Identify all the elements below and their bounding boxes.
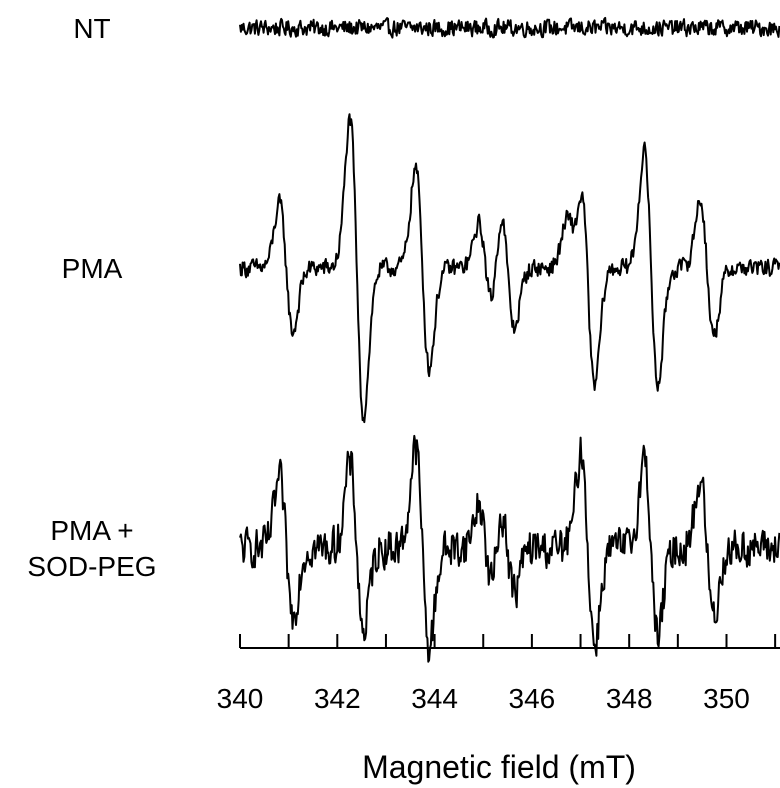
x-tick-label-340: 340 <box>217 683 264 714</box>
x-tick-label-348: 348 <box>606 683 653 714</box>
row-labels: NT PMA PMA + SOD-PEG <box>27 13 156 582</box>
x-tick-label-350: 350 <box>703 683 750 714</box>
row-label-3-line-1: PMA + <box>50 515 133 546</box>
row-label-3-line-2: SOD-PEG <box>27 551 156 582</box>
x-axis-title: Magnetic field (mT) <box>362 749 636 785</box>
x-axis: 340 342 344 346 348 350 <box>217 634 780 714</box>
row-label-1-line-1: NT <box>73 13 110 44</box>
row-label-2-line-1: PMA <box>62 253 123 284</box>
spectrum-traces <box>239 16 780 663</box>
x-tick-label-344: 344 <box>411 683 458 714</box>
x-tick-label-342: 342 <box>314 683 361 714</box>
spectrum-trace-2 <box>239 113 780 424</box>
spectrum-trace-3 <box>239 434 780 663</box>
spectrum-trace-1 <box>239 16 780 39</box>
x-axis-ticks <box>239 634 777 648</box>
x-axis-tick-labels: 340 342 344 346 348 350 <box>217 683 750 714</box>
x-tick-label-346: 346 <box>509 683 556 714</box>
